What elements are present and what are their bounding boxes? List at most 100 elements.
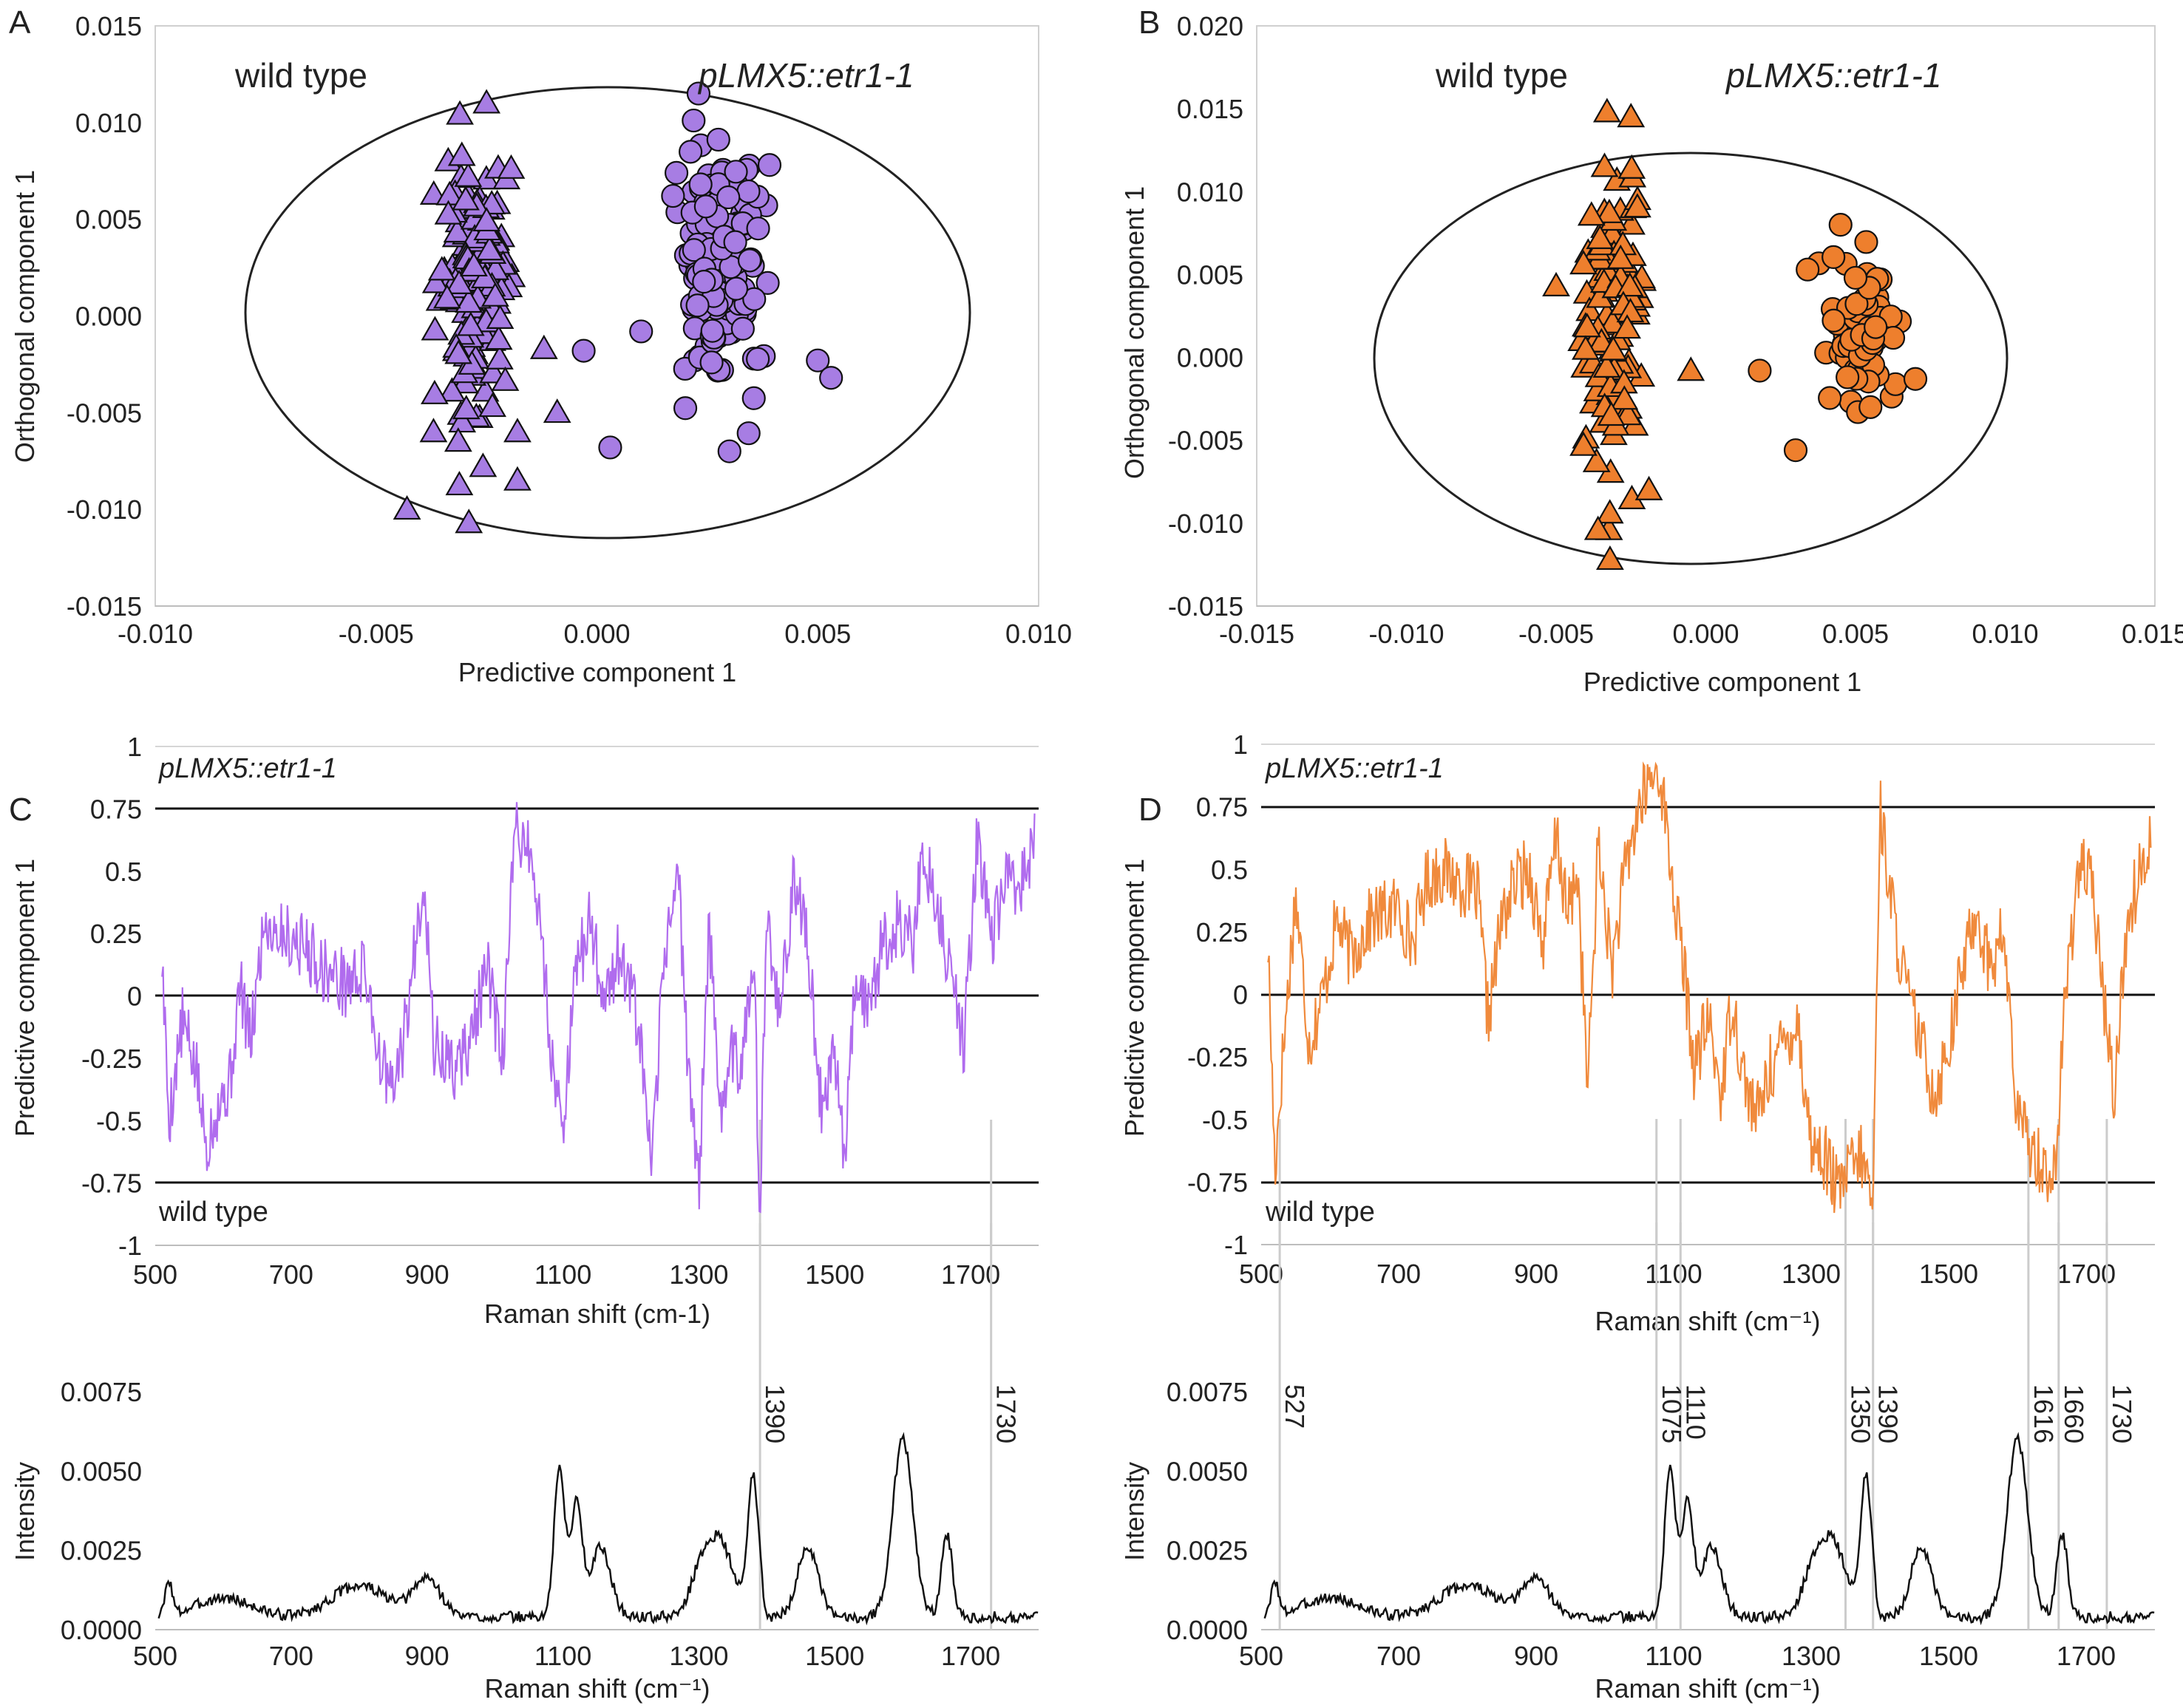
panel-a-plot-area: [155, 25, 1039, 607]
mutant-marker: [1796, 257, 1820, 282]
x-tick-label: -0.015: [1219, 619, 1294, 649]
mutant-marker: [1828, 213, 1853, 237]
mutant-marker: [730, 316, 755, 341]
wild-type-marker: [421, 379, 449, 404]
x-tick-label: 0.010: [1972, 619, 2038, 649]
panel-a-points: [393, 81, 843, 534]
y-tick-label: -0.25: [1187, 1042, 1248, 1072]
panel-d-y-ticks: 1 0.75 0.5 0.25 0 -0.25 -0.5 -0.75 -1: [1187, 729, 1248, 1260]
panel-d-spectrum-ylabel: Intensity: [1119, 1462, 1150, 1561]
wild-type-marker: [503, 466, 532, 491]
mutant-marker: [693, 194, 718, 219]
wild-type-marker: [443, 218, 472, 243]
x-tick-label: 1100: [534, 1259, 591, 1290]
x-tick-label: 1500: [1919, 1259, 1978, 1289]
x-tick-label: 1500: [1919, 1641, 1978, 1671]
panel-c-spectrum-peak-labels: 1390 1730: [760, 1384, 1022, 1443]
mutant-marker: [756, 271, 780, 295]
y-tick-label: -1: [1224, 1230, 1248, 1260]
wild-type-marker: [486, 344, 514, 370]
y-tick-label: -0.5: [96, 1106, 142, 1136]
panel-c-spectrum-guide-lines: [758, 1223, 993, 1630]
y-tick-label: -0.75: [1187, 1167, 1248, 1197]
x-tick-label: 1100: [1645, 1259, 1702, 1289]
panel-a-xlabel: Predictive component 1: [458, 657, 736, 687]
panel-d-label-wild-type: wild type: [1265, 1197, 1375, 1228]
panel-b-points: [1542, 98, 1928, 571]
mutant-marker: [706, 127, 730, 152]
x-tick-label: 900: [1514, 1259, 1558, 1289]
wild-type-marker: [456, 311, 485, 336]
y-tick-label: -0.005: [67, 398, 142, 428]
panel-c-y-ticks: 1 0.75 0.5 0.25 0 -0.25 -0.5 -0.75 -1: [81, 732, 142, 1261]
mutant-marker: [678, 140, 703, 164]
wild-type-marker: [1595, 499, 1624, 524]
panel-letter-b: B: [1138, 4, 1160, 41]
x-tick-label: 1500: [805, 1259, 864, 1290]
wild-type-marker: [1542, 271, 1570, 296]
mutant-marker: [692, 270, 716, 294]
wild-type-marker: [446, 100, 474, 125]
x-tick-label: 0.000: [563, 619, 630, 649]
panel-d-spectrum-y-ticks: 0.0075 0.0050 0.0025 0.0000: [1167, 1377, 1248, 1645]
mutant-marker: [629, 319, 653, 344]
wild-type-marker: [1634, 475, 1663, 500]
panel-b-scatter: -0.015 -0.010 0.000 0.005 0.010 0.015 -0.005 0…: [1119, 11, 2183, 697]
wild-type-marker: [481, 282, 509, 307]
mutant-marker: [1854, 230, 1878, 254]
wild-type-marker: [1610, 385, 1639, 410]
wild-type-marker: [1577, 201, 1606, 226]
x-tick-label: 1300: [669, 1259, 728, 1290]
wild-type-marker: [438, 377, 466, 402]
wild-type-marker: [484, 325, 513, 350]
y-tick-label: 0.75: [90, 794, 142, 824]
mutant-marker: [571, 338, 596, 363]
mutant-marker: [1822, 308, 1846, 333]
peak-label: 1730: [991, 1384, 1022, 1443]
panel-c-spectrum: 1390 1730 500 700 900 1100 1300 1500 1700 0.007…: [10, 1223, 1039, 1704]
mutant-marker: [1858, 395, 1883, 419]
peak-label: 1075: [1657, 1384, 1687, 1443]
panel-c-loading-line: [161, 802, 1036, 1214]
x-tick-label: 700: [269, 1641, 313, 1671]
panel-a-label-mutant: pLMX5::etr1-1: [697, 56, 914, 95]
wild-type-marker: [1569, 250, 1598, 275]
panel-b-x-ticks: -0.015 -0.010 0.000 0.005 0.010 0.015 -0.005: [1219, 619, 2183, 649]
y-tick-label: 0.5: [105, 857, 142, 887]
wild-type-marker: [472, 89, 501, 114]
panel-c-x-ticks: 500 700 900 1100 1300 1500 1700: [133, 1259, 1000, 1290]
y-tick-label: 0.020: [1177, 11, 1243, 41]
panel-letter-c: C: [9, 792, 33, 828]
peak-label: 1660: [2059, 1384, 2089, 1443]
panel-c-spectrum-xlabel: Raman shift (cm⁻¹): [484, 1673, 710, 1704]
mutant-marker: [757, 153, 782, 177]
peak-label: 1110: [1680, 1384, 1711, 1440]
x-tick-label: 700: [1376, 1259, 1421, 1289]
mutant-marker: [1836, 365, 1860, 389]
panel-d-loading-line: [1267, 761, 2152, 1214]
wild-type-marker: [1583, 515, 1612, 540]
y-tick-label: 1: [1233, 729, 1248, 760]
panel-a-confidence-ellipse: [244, 86, 971, 540]
wild-type-marker: [1572, 335, 1600, 360]
x-tick-label: 1100: [1645, 1641, 1702, 1671]
y-tick-label: 0.0000: [61, 1615, 142, 1645]
y-tick-label: -0.005: [1168, 426, 1243, 456]
x-tick-label: -0.005: [1518, 619, 1594, 649]
y-tick-label: 0: [1233, 980, 1248, 1010]
wild-type-marker: [491, 366, 520, 391]
wild-type-marker: [469, 452, 498, 477]
wild-type-marker: [432, 284, 461, 309]
wild-type-marker: [1573, 313, 1601, 338]
panel-b-label-wild-type: wild type: [1435, 56, 1568, 95]
wild-type-marker: [1592, 98, 1621, 123]
x-tick-label: 1700: [2057, 1641, 2116, 1671]
mutant-marker: [682, 108, 706, 133]
y-tick-label: 0.000: [75, 302, 142, 332]
panel-b-plot-area: [1256, 25, 2156, 607]
x-tick-label: 900: [1514, 1641, 1558, 1671]
wild-type-marker: [475, 236, 504, 261]
x-tick-label: 0.015: [2122, 619, 2183, 649]
panel-d-x-ticks: 500 700 900 1100 1300 1500 1700: [1239, 1259, 2116, 1289]
x-tick-label: 1300: [1782, 1641, 1841, 1671]
